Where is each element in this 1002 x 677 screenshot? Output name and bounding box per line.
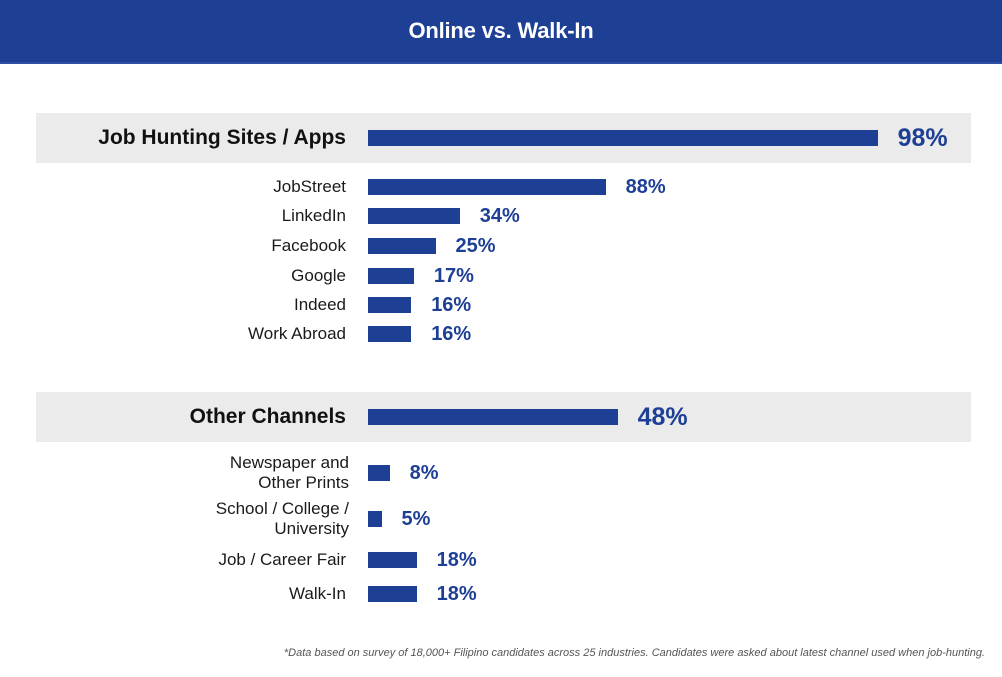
group-bar xyxy=(368,409,618,425)
bar-jobstreet xyxy=(368,179,606,195)
category-label: LinkedIn xyxy=(282,206,346,226)
category-label: Job / Career Fair xyxy=(218,550,346,570)
category-label-line: School / College / xyxy=(215,499,349,518)
category-label-line: Work Abroad xyxy=(248,324,346,343)
category-label-line: University xyxy=(274,519,349,538)
category-label: School / College / University xyxy=(216,499,349,539)
group-value-label: 98% xyxy=(897,124,948,152)
category-label-line: Indeed xyxy=(294,295,346,314)
category-label: Facebook xyxy=(271,236,346,256)
chart-title: Online vs. Walk-In xyxy=(408,18,594,43)
value-label: 34% xyxy=(479,205,520,227)
category-label: JobStreet xyxy=(273,177,346,197)
bar-job-career-fair xyxy=(368,552,417,568)
category-label-line: Job / Career Fair xyxy=(218,550,346,569)
group-value-label: 48% xyxy=(637,403,688,431)
category-label-line: Google xyxy=(291,266,346,285)
value-label: 18% xyxy=(436,549,477,571)
value-label: 16% xyxy=(431,323,472,345)
value-label: 18% xyxy=(436,583,477,605)
bar-indeed xyxy=(368,297,412,313)
bar-school-college-university xyxy=(368,511,382,527)
value-label: 5% xyxy=(401,508,431,530)
chart-header: Online vs. Walk-In xyxy=(0,0,1002,64)
value-label: 25% xyxy=(455,235,496,257)
group-label: Job Hunting Sites / Apps xyxy=(98,126,346,149)
category-label: Work Abroad xyxy=(248,324,346,344)
value-label: 17% xyxy=(433,265,474,287)
category-label: Indeed xyxy=(294,295,346,315)
category-label: Google xyxy=(291,266,346,286)
value-label: 8% xyxy=(409,462,439,484)
category-label: Walk-In xyxy=(289,584,346,604)
category-label: Newspaper and Other Prints xyxy=(230,453,349,493)
category-label-line: Walk-In xyxy=(289,584,346,603)
category-label-line: Other Prints xyxy=(258,473,349,492)
category-label-line: JobStreet xyxy=(273,177,346,196)
bar-google xyxy=(368,268,414,284)
group-label: Other Channels xyxy=(189,405,346,428)
bar-facebook xyxy=(368,238,436,254)
bar-work-abroad xyxy=(368,326,412,342)
bar-walk-in xyxy=(368,586,417,602)
footnote: *Data based on survey of 18,000+ Filipin… xyxy=(283,647,985,659)
group-bar xyxy=(368,130,878,146)
value-label: 88% xyxy=(625,176,666,198)
value-label: 16% xyxy=(431,294,472,316)
category-label-line: Newspaper and xyxy=(229,453,349,472)
bar-linkedin xyxy=(368,208,460,224)
bar-newspaper-and-other-prints xyxy=(368,465,390,481)
category-label-line: LinkedIn xyxy=(281,206,346,225)
category-label-line: Facebook xyxy=(271,236,346,255)
